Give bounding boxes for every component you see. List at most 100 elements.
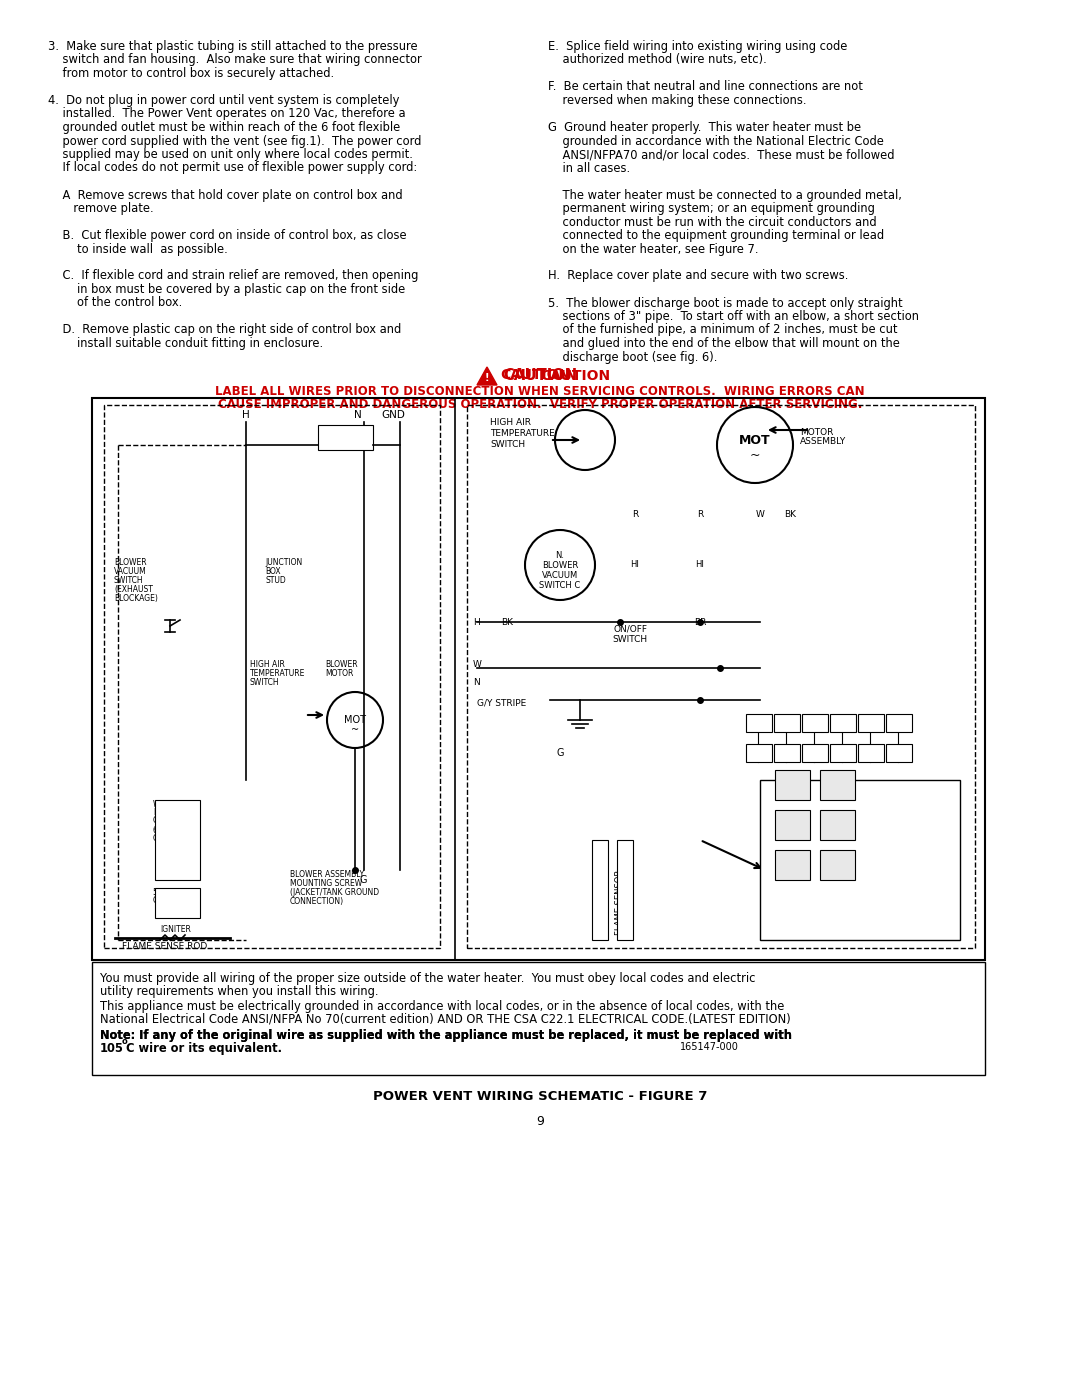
Text: H: H [474,617,481,627]
Text: grounded outlet must be within reach of the 6 foot flexible: grounded outlet must be within reach of … [48,122,401,134]
Text: ~: ~ [750,448,760,461]
Text: SWITCH: SWITCH [332,439,361,448]
Bar [831,714,856,732]
Text: 165147-000: 165147-000 [680,1042,739,1052]
Bar [746,714,772,732]
Text: G  Ground heater properly.  This water heater must be: G Ground heater properly. This water hea… [548,122,861,134]
Bar [775,849,810,880]
Text: 2: 2 [895,726,901,735]
Text: (EXHAUST: (EXHAUST [114,585,153,594]
Text: connected to the equipment grounding terminal or lead: connected to the equipment grounding ter… [548,229,885,242]
Text: BLOWER: BLOWER [542,560,578,570]
Text: 105: 105 [100,1042,124,1055]
Bar [156,800,200,880]
Bar [92,963,985,1076]
Text: remove plate.: remove plate. [48,203,153,215]
Text: VACUUM: VACUUM [542,570,578,580]
Text: G: G [556,747,564,759]
Bar [858,745,885,761]
Text: LABEL ALL WIRES PRIOR TO DISCONNECTION WHEN SERVICING CONTROLS.  WIRING ERRORS C: LABEL ALL WIRES PRIOR TO DISCONNECTION W… [215,386,865,398]
Bar [318,425,373,450]
Text: SWITCH: SWITCH [490,440,525,448]
Text: to inside wall  as possible.: to inside wall as possible. [48,243,228,256]
Text: If local codes do not permit use of flexible power supply cord:: If local codes do not permit use of flex… [48,162,417,175]
Text: C.  If flexible cord and strain relief are removed, then opening: C. If flexible cord and strain relief ar… [48,270,418,282]
Text: BLOWER ASSEMBLY: BLOWER ASSEMBLY [291,870,364,879]
Text: CONNECTION): CONNECTION) [291,897,345,907]
Text: D.  Remove plastic cap on the right side of control box and: D. Remove plastic cap on the right side … [48,324,402,337]
Text: Note: If any of the original wire as supplied with the appliance must be replace: Note: If any of the original wire as sup… [100,1030,792,1042]
Text: 120V: 120V [157,842,173,848]
Text: PS: PS [157,803,164,807]
Text: CONNECTOR: CONNECTOR [153,895,202,905]
Text: HEATER: HEATER [153,807,183,817]
Bar [92,398,985,960]
Text: reversed when making these connections.: reversed when making these connections. [548,94,807,108]
Bar [886,745,912,761]
Text: power cord supplied with the vent (see fig.1).  The power cord: power cord supplied with the vent (see f… [48,134,421,148]
Text: BK: BK [784,510,796,520]
Bar [820,770,855,800]
Text: 4: 4 [811,726,816,735]
Text: of the control box.: of the control box. [48,296,183,310]
Text: C wire or its equivalent.: C wire or its equivalent. [126,1042,282,1055]
Text: SWITCH: SWITCH [612,636,648,644]
Text: o: o [122,1037,127,1046]
Text: Note: If any of the original wire as supplied with the appliance must be replace: Note: If any of the original wire as sup… [100,1030,792,1042]
Bar [775,770,810,800]
Text: BK: BK [501,617,513,627]
Text: 6 PIN: 6 PIN [153,826,173,835]
Text: 4: 4 [811,756,816,766]
Text: CAUTION: CAUTION [503,367,577,383]
Text: E.  Splice field wiring into existing wiring using code: E. Splice field wiring into existing wir… [548,41,848,53]
Text: supplied may be used on unit only where local codes permit.: supplied may be used on unit only where … [48,148,413,161]
Text: BLOWER: BLOWER [325,659,357,669]
Text: SWITCH C: SWITCH C [539,581,581,590]
Text: GND: GND [381,409,405,420]
Text: 6 WIRE: 6 WIRE [820,870,854,880]
Text: ON/OFF: ON/OFF [613,624,647,634]
Text: RS: RS [157,863,165,868]
Text: TEMPERATURE: TEMPERATURE [490,429,555,439]
Text: 1: 1 [839,756,845,766]
Text: 3: 3 [755,726,761,735]
Text: SWITCH: SWITCH [249,678,280,687]
Text: IGNITER: IGNITER [160,925,191,935]
Text: conductor must be run with the circuit conductors and: conductor must be run with the circuit c… [548,215,877,229]
Text: BOX: BOX [265,567,281,576]
Text: MOTOR: MOTOR [800,427,834,437]
Text: HI: HI [696,560,704,569]
Polygon shape [477,367,497,386]
Text: A  Remove screws that hold cover plate on control box and: A Remove screws that hold cover plate on… [48,189,403,201]
Text: H.  Replace cover plate and secure with two screws.: H. Replace cover plate and secure with t… [548,270,849,282]
Bar [467,405,975,949]
Text: 120V: 120V [157,823,173,828]
Text: permanent wiring system; or an equipment grounding: permanent wiring system; or an equipment… [548,203,875,215]
Text: 5.  The blower discharge boot is made to accept only straight: 5. The blower discharge boot is made to … [548,296,903,310]
Bar [802,714,828,732]
Text: grounded in accordance with the National Electric Code: grounded in accordance with the National… [548,134,883,148]
Text: VACUUM: VACUUM [114,567,147,576]
Text: H: H [242,409,249,420]
Text: MOT: MOT [739,433,771,447]
Bar [104,405,440,949]
Text: F.  Be certain that neutral and line connections are not: F. Be certain that neutral and line conn… [548,81,863,94]
Bar [775,810,810,840]
Text: G/Y STRIPE: G/Y STRIPE [477,698,526,707]
Text: of the furnished pipe, a minimum of 2 inches, must be cut: of the furnished pipe, a minimum of 2 in… [548,324,897,337]
Text: FLAME SENSOR: FLAME SENSOR [616,870,624,935]
Text: sections of 3" pipe.  To start off with an elbow, a short section: sections of 3" pipe. To start off with a… [548,310,919,323]
Text: ASSEMBLY: ASSEMBLY [800,437,847,446]
Text: and glued into the end of the elbow that will mount on the: and glued into the end of the elbow that… [548,337,900,351]
Text: switch and fan housing.  Also make sure that wiring connector: switch and fan housing. Also make sure t… [48,53,422,67]
Text: HIGH AIR: HIGH AIR [249,659,285,669]
Bar [746,745,772,761]
Bar [774,745,800,761]
Text: N: N [354,409,362,420]
Text: (JACKET/TANK GROUND: (JACKET/TANK GROUND [291,888,379,897]
Text: MOT: MOT [345,715,366,725]
Text: IGN: IGN [157,902,168,908]
Text: The water heater must be connected to a grounded metal,: The water heater must be connected to a … [548,189,902,201]
Bar [820,849,855,880]
Text: on the water heater, see Figure 7.: on the water heater, see Figure 7. [548,243,758,256]
